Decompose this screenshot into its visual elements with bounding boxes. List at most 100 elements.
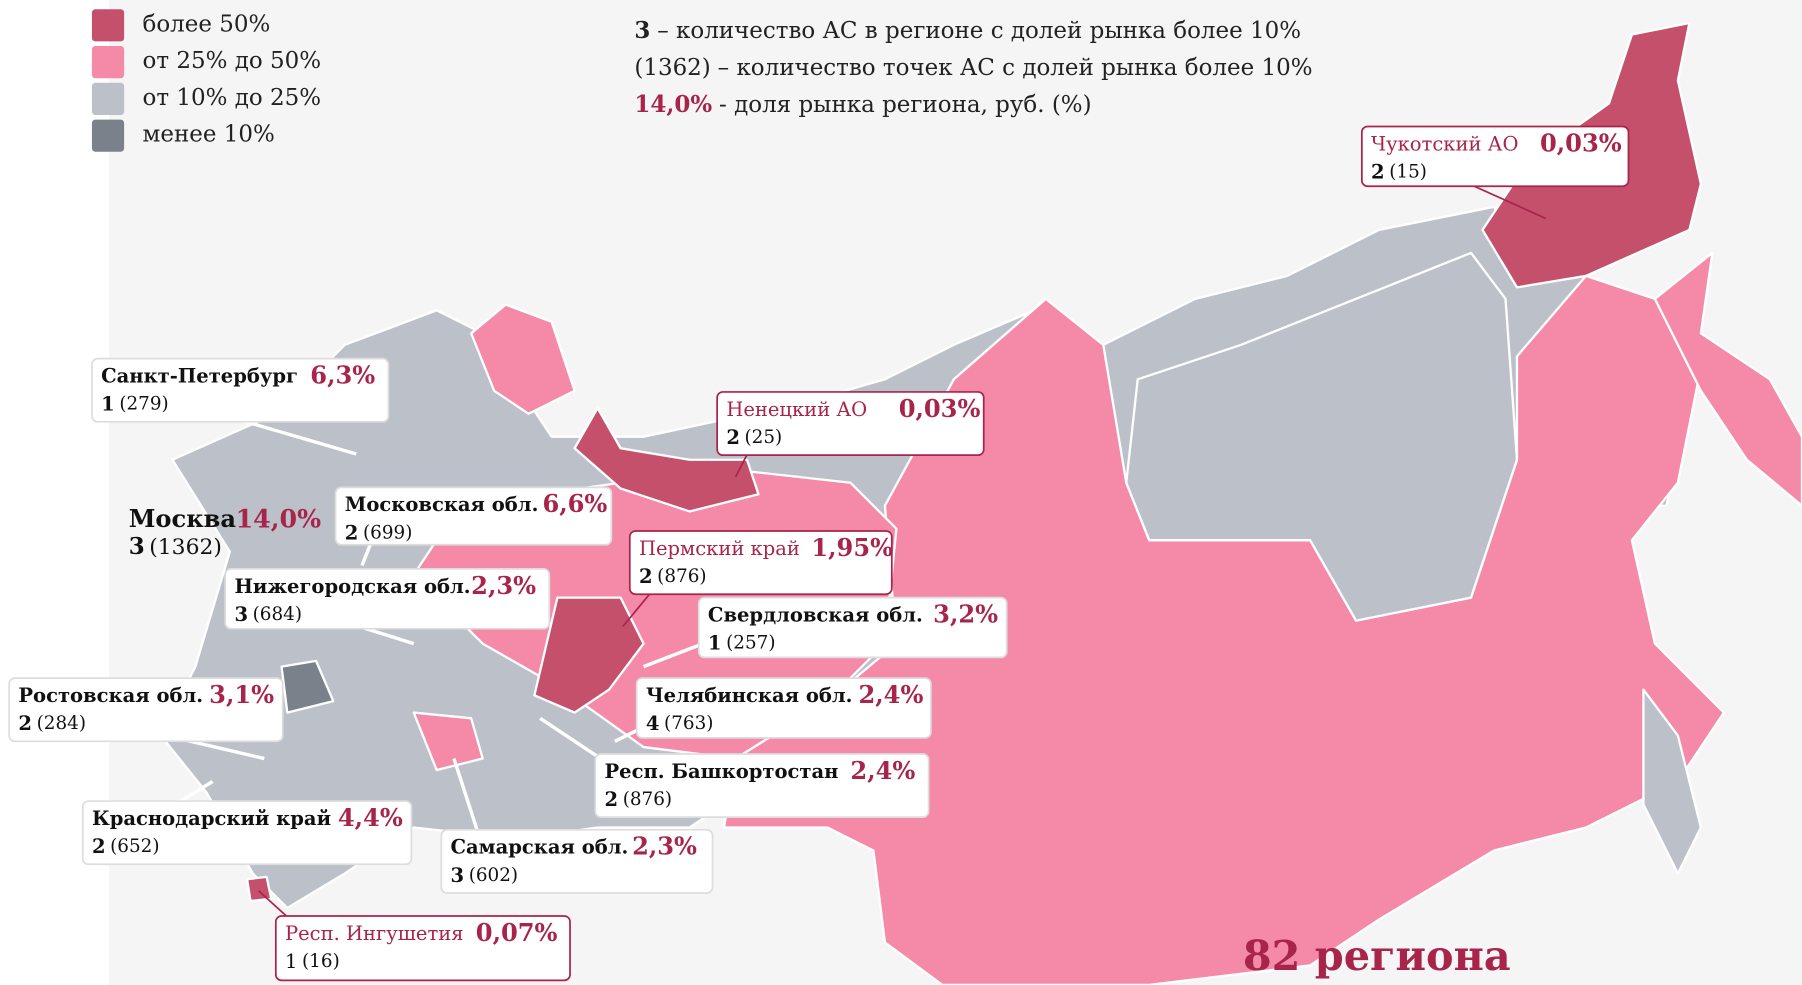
callout-counts: 1 (279) bbox=[101, 392, 169, 415]
callout-name: Чукотский АО bbox=[1371, 132, 1518, 155]
callout-count: 4 bbox=[646, 712, 660, 735]
callout-name: Самарская обл. bbox=[450, 836, 628, 859]
callout-share: 0,03% bbox=[1540, 128, 1622, 157]
region-karelia bbox=[470, 303, 576, 415]
callout-share: 4,4% bbox=[338, 803, 403, 832]
region-ingushetia bbox=[245, 875, 273, 903]
callout-count: 3 bbox=[450, 863, 464, 886]
callout-box bbox=[716, 391, 985, 457]
key-line: 3 – количество АС в регионе с долей рынка… bbox=[634, 17, 1301, 44]
callout-points: (652) bbox=[110, 836, 159, 857]
callout-name: Московская обл. bbox=[345, 493, 539, 516]
callout-name: Краснодарский край bbox=[92, 807, 331, 830]
callout-share: 0,03% bbox=[899, 394, 981, 423]
key-text: – количество точек АС с долей рынка боле… bbox=[718, 55, 1313, 81]
callout-points: (876) bbox=[657, 566, 706, 587]
callout-share: 0,07% bbox=[476, 918, 558, 947]
callout-count: 2 bbox=[18, 712, 32, 735]
callout-share: 6,6% bbox=[542, 489, 607, 518]
callout-count: 2 bbox=[92, 835, 106, 858]
callout-points: (284) bbox=[37, 713, 86, 734]
callout-count: 1 bbox=[101, 392, 115, 415]
region-grey-north bbox=[1125, 251, 1519, 622]
callout-share: 14,0% bbox=[236, 504, 322, 534]
callout-share: 1,95% bbox=[811, 533, 893, 562]
key-line: (1362) – количество точек АС с долей рынк… bbox=[634, 55, 1312, 81]
callout-box bbox=[1360, 125, 1630, 188]
callout-name: Респ. Ингушетия bbox=[285, 922, 464, 945]
callout-points: (16) bbox=[302, 951, 340, 972]
legend-swatch bbox=[91, 119, 125, 152]
callout-box bbox=[697, 596, 1008, 659]
region-perm bbox=[533, 596, 645, 714]
legend: более 50% от 25% до 50% от 10% до 25% менее… bbox=[91, 9, 322, 152]
key-mark: 3 bbox=[634, 17, 650, 44]
callout-name: Ростовская обл. bbox=[18, 684, 203, 707]
callout-share: 3,1% bbox=[209, 680, 274, 709]
callout-box bbox=[635, 677, 932, 739]
key: 3 – количество АС в регионе с долей рынка… bbox=[634, 17, 1312, 118]
callout-box bbox=[274, 915, 571, 982]
key-text: – количество АС в регионе с долей рынка … bbox=[657, 18, 1301, 44]
callout-points: (15) bbox=[1389, 161, 1427, 182]
callout-box bbox=[8, 677, 284, 743]
callout-counts: 2 (699) bbox=[345, 521, 413, 544]
callout-box bbox=[440, 828, 714, 894]
callout-count: 1 bbox=[285, 949, 297, 972]
region-kamchatka bbox=[1653, 251, 1802, 507]
region-dark bbox=[280, 659, 335, 714]
callout-name: Свердловская обл. bbox=[708, 604, 923, 627]
callout-count: 3 bbox=[129, 533, 145, 560]
legend-swatch bbox=[91, 82, 125, 115]
callout-points: (699) bbox=[363, 522, 412, 543]
callout-count: 2 bbox=[639, 564, 653, 587]
legend-label: менее 10% bbox=[143, 122, 275, 148]
callout-count: 2 bbox=[345, 521, 359, 544]
callout-box bbox=[628, 530, 893, 596]
callout-name: Ненецкий АО bbox=[726, 398, 867, 421]
callout-share: 2,3% bbox=[632, 832, 697, 861]
callout-counts: 4 (763) bbox=[646, 712, 714, 735]
callout-count: 2 bbox=[726, 425, 740, 448]
callout-box bbox=[91, 357, 390, 423]
callout-name: Пермский край bbox=[639, 537, 800, 560]
callout-name: Санкт-Петербург bbox=[101, 365, 298, 388]
callout-points: (684) bbox=[253, 604, 302, 625]
callout-counts: 2 (25) bbox=[726, 425, 782, 448]
callout-share: 3,2% bbox=[933, 600, 998, 629]
key-mark: 14,0% bbox=[634, 91, 712, 118]
callout-counts: 2 (876) bbox=[604, 787, 672, 810]
callout-share: 2,4% bbox=[850, 756, 915, 785]
region-samara bbox=[412, 711, 484, 772]
legend-swatch bbox=[91, 9, 125, 42]
key-mark: (1362) bbox=[634, 55, 710, 81]
callout-counts: 3 (684) bbox=[234, 602, 302, 625]
callout-count: 1 bbox=[708, 631, 722, 654]
callout-counts: 3 (602) bbox=[450, 863, 518, 886]
callout-points: (25) bbox=[745, 427, 783, 448]
callout-count: 2 bbox=[1371, 160, 1385, 183]
callout-counts: 2 (876) bbox=[639, 564, 707, 587]
callout-name: Респ. Башкортостан bbox=[604, 760, 838, 783]
callout-count: 2 bbox=[604, 787, 618, 810]
legend-swatch bbox=[91, 46, 125, 79]
callout-share: 2,3% bbox=[471, 571, 536, 600]
legend-label: более 50% bbox=[143, 11, 271, 37]
callout-points: (1362) bbox=[149, 535, 222, 560]
callout-points: (257) bbox=[726, 633, 775, 654]
callout-counts: 2 (15) bbox=[1371, 160, 1427, 183]
callout-counts: 1 (16) bbox=[285, 949, 340, 972]
callout-box bbox=[81, 800, 413, 866]
callout-counts: 2 (284) bbox=[18, 712, 86, 735]
callout-count: 3 bbox=[234, 602, 248, 625]
legend-label: от 10% до 25% bbox=[143, 85, 322, 111]
callout-box bbox=[224, 568, 551, 630]
key-line: 14,0% - доля рынка региона, руб. (%) bbox=[634, 91, 1091, 118]
callout-share: 2,4% bbox=[858, 680, 923, 709]
legend-label: от 25% до 50% bbox=[143, 48, 322, 74]
callout-box bbox=[334, 486, 613, 546]
callout-share: 6,3% bbox=[310, 361, 375, 390]
callout-counts: 3 (1362) bbox=[129, 533, 222, 560]
